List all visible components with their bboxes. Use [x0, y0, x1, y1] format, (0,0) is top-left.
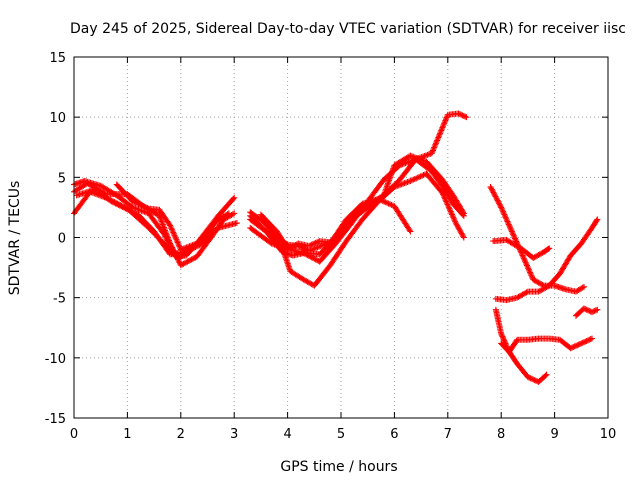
y-tick-label: -15: [45, 412, 66, 427]
x-axis-label: GPS time / hours: [280, 459, 397, 475]
series-markers: [247, 110, 470, 265]
x-tick-label: 6: [390, 427, 398, 442]
series-markers: [73, 186, 240, 258]
series-markers: [257, 195, 414, 258]
x-tick-label: 2: [177, 427, 185, 442]
data-points: [71, 110, 601, 385]
series-track: [247, 110, 470, 265]
y-tick-label: -5: [53, 292, 66, 307]
x-tick-label: 9: [550, 427, 558, 442]
y-tick-label: 15: [49, 51, 66, 66]
x-tick-label: 8: [497, 427, 505, 442]
series-track: [113, 181, 216, 253]
axis-ticks: 0 1 2 3 4 5 6 7 8 9 10 15 10 5 0 -5 -10 -15: [45, 51, 617, 442]
series-track: [492, 306, 595, 355]
y-tick-label: 5: [58, 171, 66, 186]
x-tick-label: 7: [444, 427, 452, 442]
series-markers: [492, 216, 601, 304]
y-tick-label: 10: [49, 111, 66, 126]
series-markers: [247, 170, 467, 289]
series-track: [498, 340, 550, 385]
x-tick-label: 1: [123, 427, 131, 442]
x-tick-label: 0: [70, 427, 78, 442]
series-markers: [492, 306, 595, 355]
series-track: [572, 305, 601, 319]
series-track: [257, 195, 414, 258]
y-tick-label: 0: [58, 232, 66, 247]
series-markers: [572, 305, 601, 319]
series-track: [247, 170, 467, 289]
y-tick-label: -10: [45, 352, 66, 367]
x-tick-label: 5: [337, 427, 345, 442]
chart-title: Day 245 of 2025, Sidereal Day-to-day VTE…: [70, 21, 626, 37]
series-track: [73, 186, 240, 258]
x-tick-label: 4: [283, 427, 291, 442]
series-track: [492, 216, 601, 304]
series-markers: [113, 181, 216, 253]
x-tick-label: 10: [600, 427, 617, 442]
series-markers: [490, 236, 553, 261]
series-track: [490, 236, 553, 261]
series-markers: [498, 340, 550, 385]
y-axis-label: SDTVAR / TECUs: [7, 181, 23, 296]
x-tick-label: 3: [230, 427, 238, 442]
